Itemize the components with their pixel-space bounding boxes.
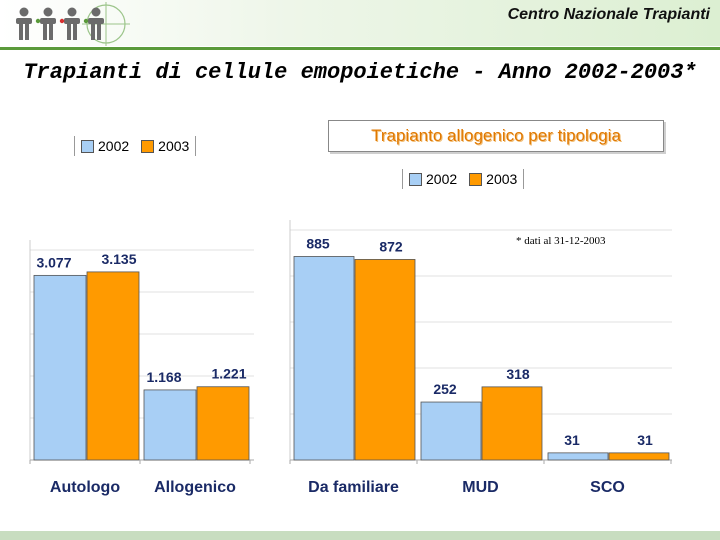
data-label-sco-2003: 31 bbox=[637, 432, 653, 448]
x-tick-label-sco: SCO bbox=[590, 479, 625, 496]
legend-item-2002: 2002 bbox=[81, 138, 129, 154]
legend-separator bbox=[195, 136, 197, 156]
cnt-logo-icon bbox=[16, 2, 130, 46]
footnote: * dati al 31-12-2003 bbox=[516, 235, 606, 247]
legend-label-2003: 2003 bbox=[486, 171, 518, 187]
x-tick-label-mud: MUD bbox=[462, 479, 498, 496]
legend-swatch-2002 bbox=[81, 139, 94, 153]
footer-band bbox=[0, 528, 720, 540]
bar-mud-2003 bbox=[481, 386, 543, 461]
legend-left: 2002 2003 bbox=[74, 135, 197, 157]
data-label-da-familiare-2003: 872 bbox=[379, 238, 403, 254]
legend-swatch-2003 bbox=[469, 172, 483, 186]
x-tick-label-allogenico: Allogenico bbox=[154, 479, 236, 496]
legend-separator bbox=[74, 136, 75, 156]
header-band bbox=[0, 0, 720, 46]
legend-right: 2002 2003 bbox=[402, 168, 525, 190]
data-label-allogenico-2002: 1.168 bbox=[146, 369, 181, 385]
data-label-autologo-2003: 3.135 bbox=[101, 251, 136, 267]
legend-label-2002: 2002 bbox=[98, 138, 130, 154]
legend-separator bbox=[402, 169, 403, 189]
bar-sco-2003 bbox=[608, 452, 670, 461]
bar-allogenico-2003 bbox=[196, 386, 250, 461]
bar-autologo-2003 bbox=[86, 271, 140, 461]
data-label-allogenico-2003: 1.221 bbox=[211, 366, 246, 382]
header-divider bbox=[0, 47, 720, 50]
x-tick-label-autologo: Autologo bbox=[50, 479, 120, 496]
org-name: Centro Nazionale Trapianti bbox=[507, 6, 710, 23]
bar-sco-2002 bbox=[547, 452, 609, 461]
legend-item-2003: 2003 bbox=[141, 138, 189, 154]
chart-title-allogenico: Trapianto allogenico per tipologia bbox=[328, 120, 664, 152]
bar-mud-2002 bbox=[420, 401, 482, 461]
data-label-mud-2002: 252 bbox=[433, 381, 457, 397]
legend-separator bbox=[523, 169, 525, 189]
bar-da-familiare-2002 bbox=[293, 256, 355, 461]
bar-da-familiare-2003 bbox=[354, 259, 416, 461]
x-tick-label-da-familiare: Da familiare bbox=[308, 479, 399, 496]
bar-allogenico-2002 bbox=[143, 389, 197, 461]
legend-label-2003: 2003 bbox=[158, 138, 190, 154]
data-label-autologo-2002: 3.077 bbox=[36, 254, 71, 270]
data-label-sco-2002: 31 bbox=[564, 432, 580, 448]
legend-swatch-2002 bbox=[409, 172, 422, 186]
legend-label-2002: 2002 bbox=[426, 171, 458, 187]
legend-swatch-2003 bbox=[141, 139, 155, 153]
legend-item-2003: 2003 bbox=[469, 171, 517, 187]
data-label-da-familiare-2002: 885 bbox=[306, 235, 330, 251]
bar-autologo-2002 bbox=[33, 274, 87, 461]
page-title: Trapianti di cellule emopoietiche - Anno… bbox=[23, 60, 697, 85]
data-label-mud-2003: 318 bbox=[506, 366, 530, 382]
legend-item-2002: 2002 bbox=[409, 171, 457, 187]
